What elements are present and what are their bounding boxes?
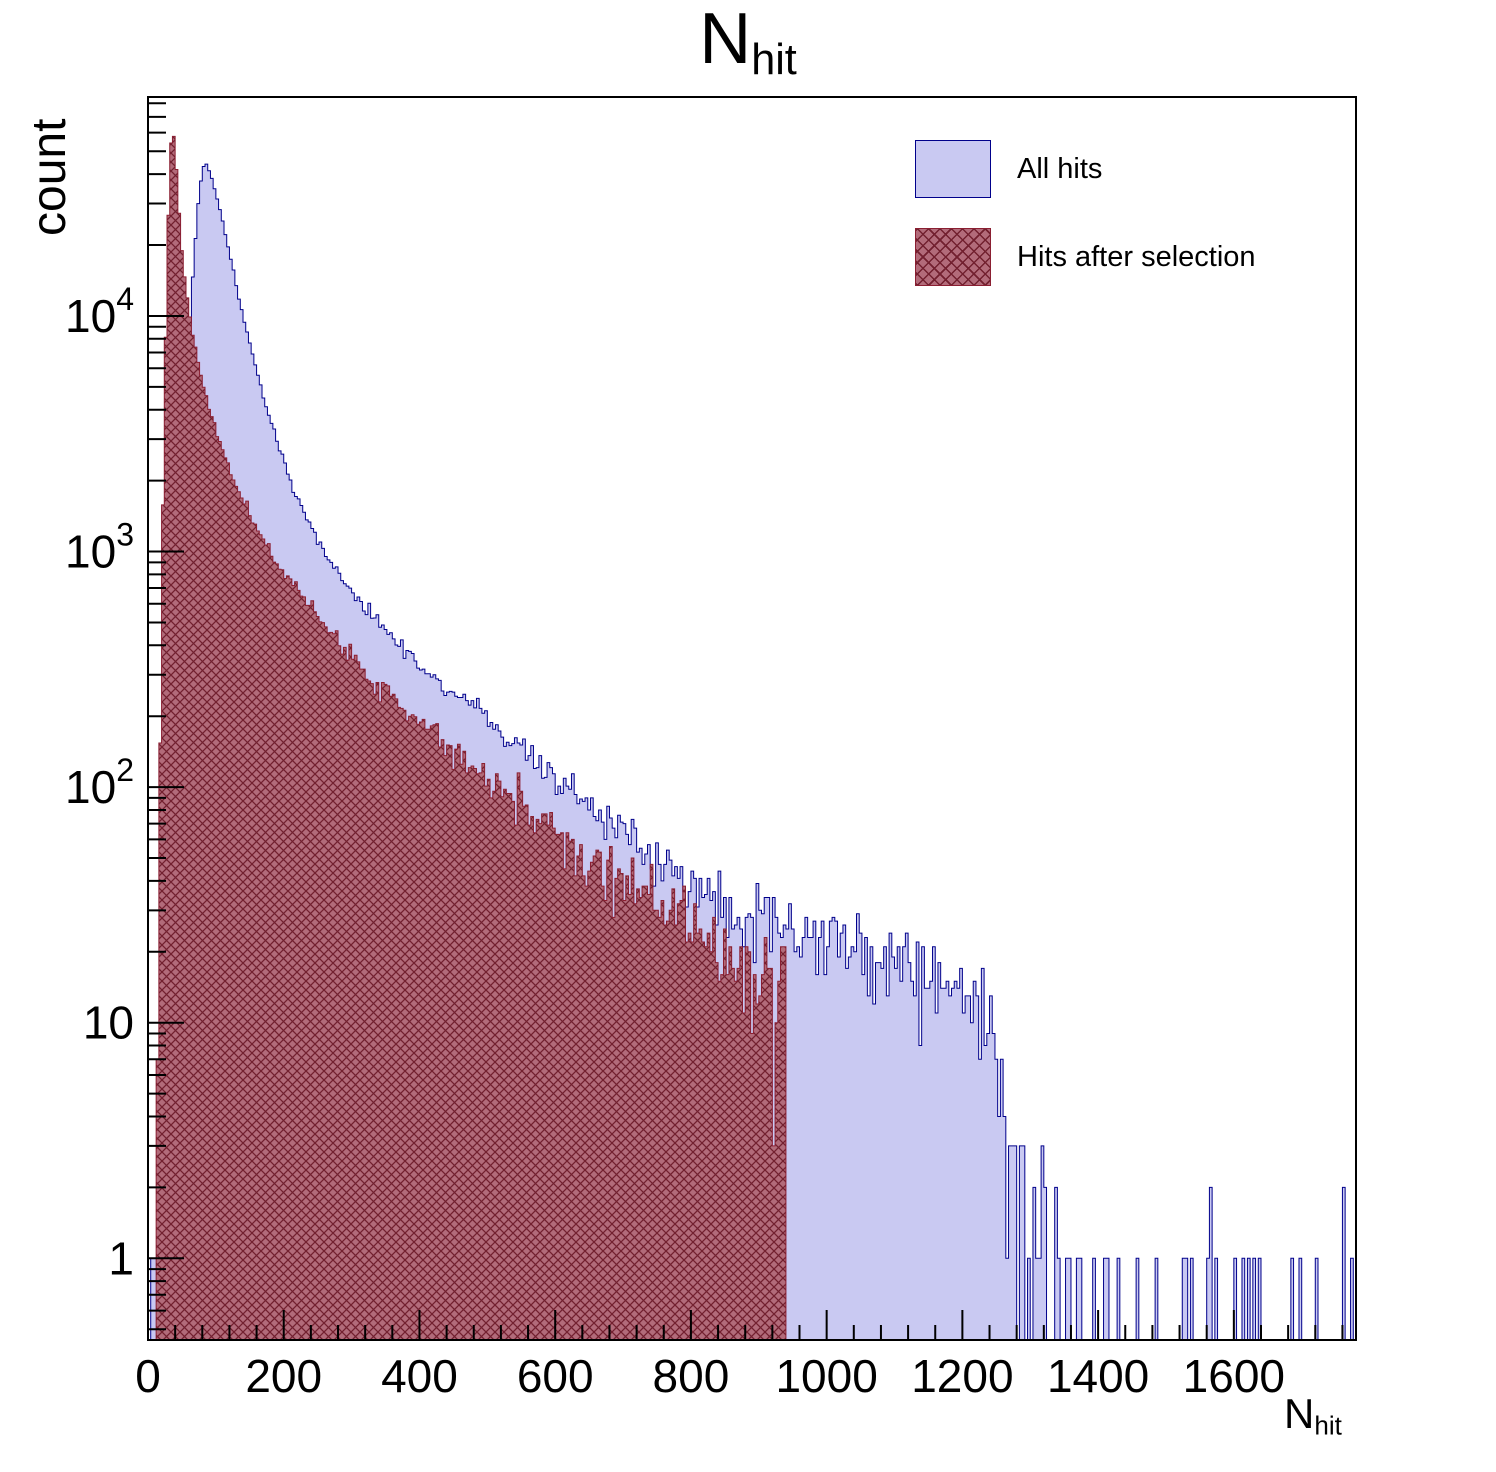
x-tick-label: 1400 xyxy=(1047,1350,1149,1402)
y-tick-label: 1 xyxy=(108,1232,134,1284)
y-axis xyxy=(148,102,184,1331)
legend-swatch-all-hits xyxy=(915,140,991,198)
x-tick-label: 600 xyxy=(517,1350,594,1402)
x-tick-label: 0 xyxy=(135,1350,161,1402)
axis-tick-labels: 0 200 400 600 800 1000 1200 1400 1600 1 10 102 103 10… xyxy=(65,281,1285,1402)
y-tick-label: 104 xyxy=(65,281,134,342)
legend-item-all-hits: All hits xyxy=(915,140,1256,198)
legend-item-selected-hits: Hits after selection xyxy=(915,228,1256,286)
x-tick-label: 1600 xyxy=(1183,1350,1285,1402)
x-axis xyxy=(147,1310,1344,1340)
x-tick-label: 1000 xyxy=(775,1350,877,1402)
x-axis-label-main: N xyxy=(1284,1390,1315,1437)
histogram-selected-hits xyxy=(148,135,1356,1341)
x-tick-label: 1200 xyxy=(911,1350,1013,1402)
chart-title-main: N xyxy=(699,0,752,79)
plot-frame xyxy=(147,96,1357,1341)
legend-label-all-hits: All hits xyxy=(1017,153,1103,185)
chart-title-sub: hit xyxy=(751,35,797,84)
y-axis-label: count xyxy=(23,118,76,236)
x-axis-label-sub: hit xyxy=(1314,1410,1342,1441)
chart-title: Nhit xyxy=(0,0,1496,84)
x-tick-label: 200 xyxy=(245,1350,322,1402)
y-tick-label: 10 xyxy=(83,997,134,1049)
x-tick-label: 800 xyxy=(653,1350,730,1402)
x-tick-label: 400 xyxy=(381,1350,458,1402)
legend-swatch-selected-hits xyxy=(915,228,991,286)
legend: All hits Hits after selection xyxy=(915,140,1256,316)
x-axis-label: Nhit xyxy=(1284,1390,1342,1442)
y-tick-label: 103 xyxy=(65,517,134,578)
y-tick-label: 102 xyxy=(65,752,134,813)
legend-label-selected-hits: Hits after selection xyxy=(1017,241,1256,273)
